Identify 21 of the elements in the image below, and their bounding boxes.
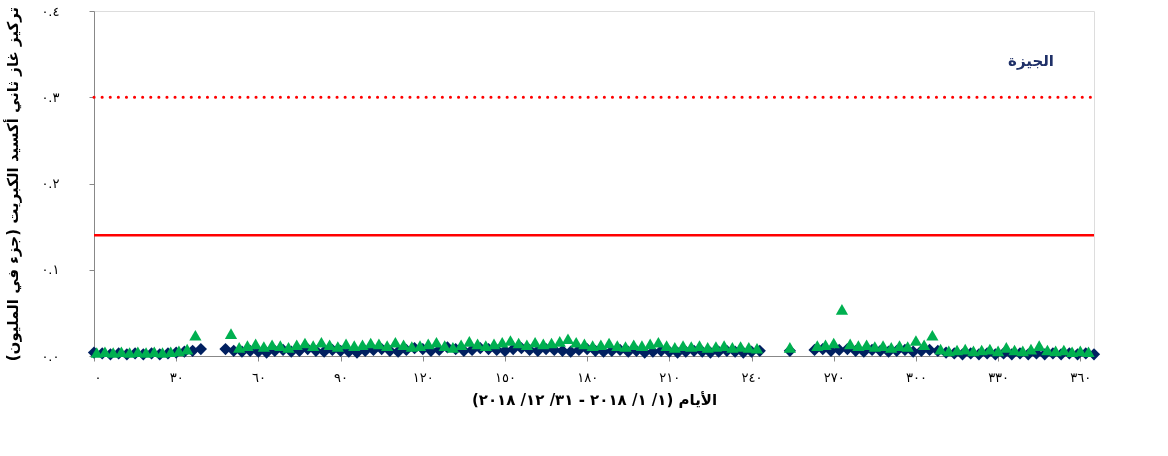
- x-tick-label: ٠: [94, 369, 102, 385]
- x-tick-label: ٦٠: [251, 369, 266, 385]
- x-tick-label: ٢٤٠: [741, 369, 763, 385]
- x-tick-label: ١٢٠: [412, 369, 434, 385]
- x-tick-label: ٣٣٠: [988, 369, 1010, 385]
- y-tick-label: ٠.٤: [41, 3, 60, 19]
- x-tick-label: ٢١٠: [659, 369, 681, 385]
- x-tick-label: ٣٠: [169, 369, 184, 385]
- x-tick-label: ٣٠٠: [905, 369, 927, 385]
- y-tick-label: ٠.٠: [41, 348, 60, 364]
- y-tick-label: ٠.٢: [41, 176, 60, 191]
- y-tick-label: ٠.٣: [41, 89, 60, 105]
- x-tick-label: ٢٧٠: [823, 369, 845, 385]
- y-tick-label: ٠.١: [41, 262, 60, 278]
- x-tick-label: ٣٦٠: [1070, 369, 1092, 385]
- x-tick-label: ١٥٠: [494, 369, 516, 385]
- x-tick-label: ٩٠: [334, 369, 349, 385]
- annotation: الجيزة: [1008, 52, 1054, 70]
- y-axis-title: تركيز غاز ثاني أكسيد الكبريت (جزء في المليون): [3, 6, 23, 362]
- x-tick-label: ١٨٠: [577, 369, 599, 385]
- x-axis-title: الأيام (١/ ١/ ٢٠١٨ - ٣١/ ١٢/ ٢٠١٨): [471, 390, 718, 409]
